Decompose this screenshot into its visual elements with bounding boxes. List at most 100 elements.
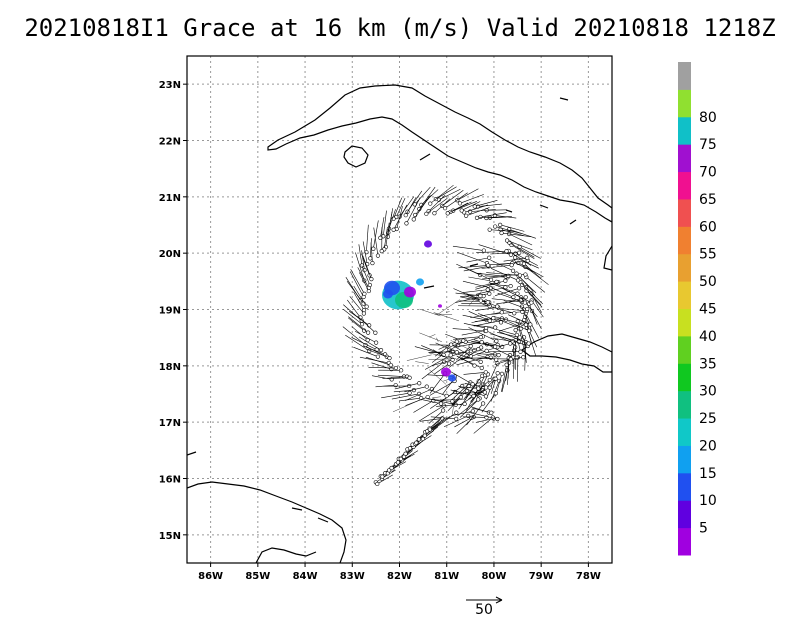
wind-barb <box>365 348 387 358</box>
wind-barb <box>428 334 436 338</box>
wind-barbs <box>342 184 549 487</box>
wind-barb <box>368 367 396 369</box>
cayman-coastline <box>423 285 435 289</box>
wind-barb <box>480 212 507 218</box>
colorbar-label: 55 <box>699 247 717 263</box>
barb-station <box>487 291 492 296</box>
barb-station <box>498 320 504 325</box>
wind-barb <box>499 323 523 332</box>
wind-barb <box>450 340 480 355</box>
colorbar-label: 70 <box>699 165 717 181</box>
wind-barb <box>476 250 507 254</box>
barb-station <box>398 456 403 461</box>
wind-barb <box>501 287 532 303</box>
wind-barb <box>520 281 536 296</box>
wind-barb <box>391 393 420 400</box>
wind-barb <box>459 398 480 418</box>
wind-barb <box>473 339 496 347</box>
wind-barb <box>353 346 378 357</box>
wind-barb <box>429 373 446 394</box>
wind-barb <box>513 261 534 273</box>
barb-station <box>424 211 429 216</box>
wind-barb <box>366 224 369 253</box>
wind-barb <box>521 284 542 306</box>
yucatan-coastline <box>187 451 197 456</box>
colorbar-segment <box>678 171 691 200</box>
barb-station <box>370 260 375 266</box>
wind-barb <box>524 341 526 371</box>
wind-barb <box>381 392 410 399</box>
bay-islands-coastline <box>317 517 329 523</box>
barb-station <box>483 394 489 399</box>
wind-speed-patch <box>448 374 456 382</box>
barb-station <box>454 416 459 421</box>
wind-barb <box>509 228 537 239</box>
wind-barb <box>383 228 388 250</box>
wind-barb <box>393 197 403 219</box>
wind-barb <box>389 377 410 379</box>
wind-barb <box>370 238 372 259</box>
wind-barb <box>429 415 444 429</box>
wind-barb <box>434 198 451 214</box>
wind-barb <box>477 354 497 361</box>
wind-barb <box>424 422 442 436</box>
colorbar-segment <box>678 198 691 227</box>
barb-station <box>368 256 373 261</box>
wind-speed-shading <box>382 240 456 382</box>
wind-speed-patch <box>424 240 432 248</box>
wind-barb <box>382 210 387 237</box>
barb-station <box>508 283 513 289</box>
graticule <box>183 56 612 567</box>
wind-barb <box>345 334 370 352</box>
barb-station <box>450 399 455 404</box>
wind-barb <box>508 233 533 246</box>
wind-barb <box>490 252 520 255</box>
colorbar-label: 5 <box>699 521 708 537</box>
barb-station <box>416 437 422 442</box>
colorbar-segment <box>678 281 691 309</box>
barb-station <box>449 342 454 347</box>
wind-barb <box>457 399 479 417</box>
wind-barb <box>518 328 526 355</box>
barb-station <box>499 230 504 236</box>
barb-station <box>366 330 371 335</box>
barb-station <box>454 350 459 355</box>
colorbar-label: 80 <box>699 110 717 126</box>
barb-station <box>487 255 492 260</box>
wind-barb <box>353 285 367 307</box>
lon-label: 79W <box>529 571 554 582</box>
colorbar-segment <box>678 472 691 501</box>
barb-station <box>448 353 453 358</box>
wind-barb <box>473 417 493 434</box>
wind-barb <box>463 375 483 400</box>
barb-station <box>526 328 532 333</box>
lat-label: 20N <box>159 249 181 260</box>
wind-barb <box>528 303 538 325</box>
barb-station <box>478 214 483 220</box>
barb-station <box>432 211 437 216</box>
wind-barb <box>501 232 532 237</box>
barb-station <box>461 338 466 343</box>
wind-barb <box>470 387 487 402</box>
barb-station <box>508 252 514 257</box>
wind-barb <box>447 202 469 214</box>
map-frame <box>186 55 613 564</box>
wind-barb <box>349 296 365 314</box>
barb-station <box>487 318 492 323</box>
wind-barb <box>370 242 373 264</box>
cay-coastline <box>559 97 569 101</box>
wind-barb <box>422 399 442 404</box>
barb-station <box>479 365 484 371</box>
wind-barb <box>461 330 486 336</box>
wind-barb <box>451 382 471 401</box>
wind-barb <box>358 244 363 266</box>
barb-station <box>496 353 501 358</box>
wind-barb <box>457 347 484 362</box>
barb-station <box>470 409 476 414</box>
wind-barb <box>456 345 471 361</box>
wind-barb <box>476 216 501 219</box>
barb-station <box>407 446 413 451</box>
wind-barb <box>385 222 390 248</box>
wind-barb <box>428 358 457 360</box>
wind-barb <box>373 220 379 249</box>
